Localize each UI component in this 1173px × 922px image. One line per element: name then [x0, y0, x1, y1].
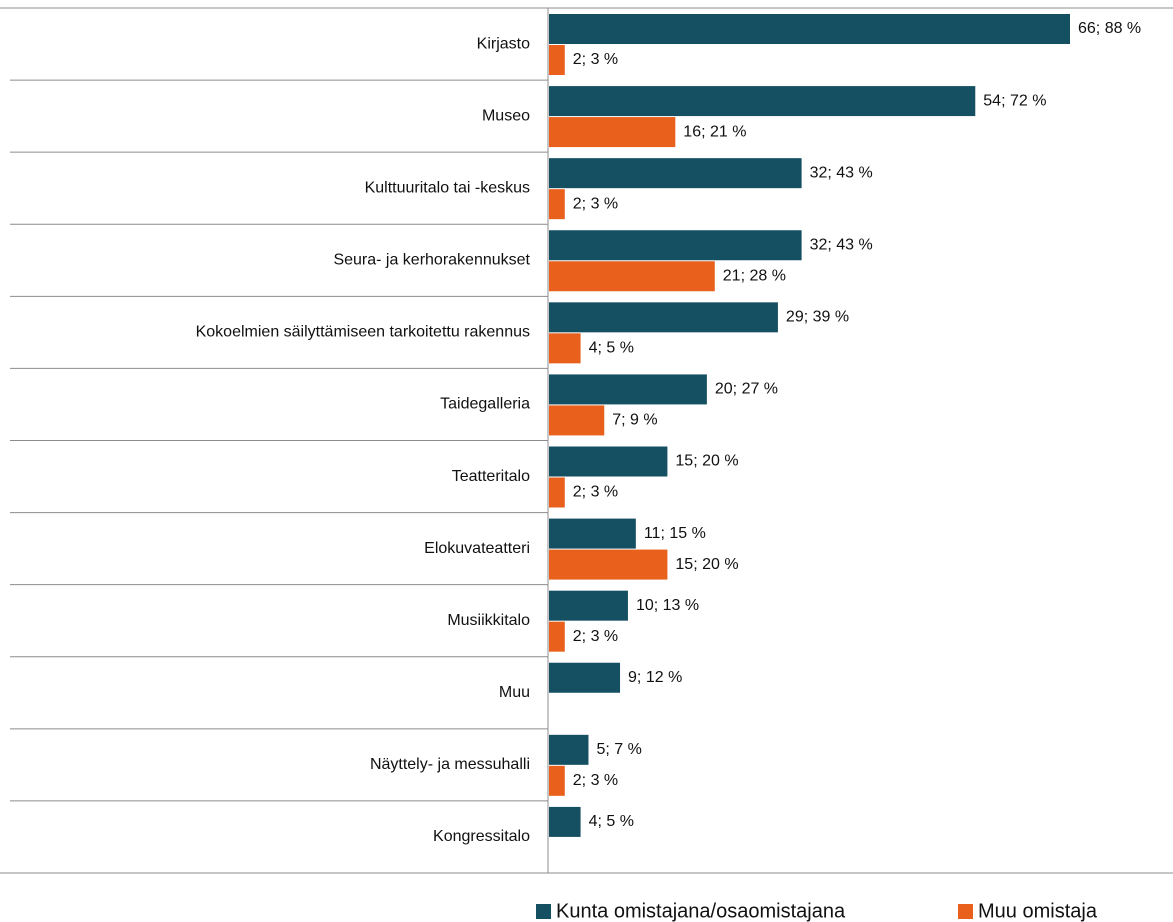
value-label: 2; 3 %	[573, 484, 618, 501]
value-label: 16; 21 %	[683, 123, 746, 140]
value-label: 10; 13 %	[636, 597, 699, 614]
bar	[549, 590, 628, 621]
category-label: Seura- ja kerhorakennukset	[333, 252, 530, 269]
category-label: Musiikkitalo	[447, 612, 530, 629]
bar	[549, 806, 581, 837]
category-label: Näyttely- ja messuhalli	[370, 756, 530, 773]
bar	[549, 333, 581, 364]
legend-label: Kunta omistajana/osaomistajana	[556, 900, 846, 922]
category-label: Taidegalleria	[440, 396, 530, 413]
bar	[549, 446, 668, 477]
value-label: 2; 3 %	[573, 51, 618, 68]
value-label: 29; 39 %	[786, 309, 849, 326]
bar	[549, 261, 715, 292]
value-label: 15; 20 %	[675, 453, 738, 470]
category-label: Muu	[499, 684, 530, 701]
value-label: 2; 3 %	[573, 628, 618, 645]
bar	[549, 230, 802, 261]
category-label: Museo	[482, 107, 530, 124]
value-label: 66; 88 %	[1078, 20, 1141, 37]
value-label: 5; 7 %	[596, 741, 641, 758]
category-label: Kirjasto	[477, 35, 530, 52]
bar	[549, 477, 565, 508]
value-label: 32; 43 %	[810, 236, 873, 253]
value-label: 11; 15 %	[644, 525, 706, 542]
category-label: Kokoelmien säilyttämiseen tarkoitettu ra…	[196, 324, 530, 341]
category-label: Kulttuuritalo tai -keskus	[365, 179, 530, 196]
value-label: 32; 43 %	[810, 164, 873, 181]
value-label: 2; 3 %	[573, 195, 618, 212]
value-label: 21; 28 %	[723, 267, 786, 284]
bar	[549, 14, 1070, 44]
value-label: 2; 3 %	[573, 772, 618, 789]
value-label: 7; 9 %	[612, 412, 657, 429]
bar	[549, 189, 565, 220]
bar	[549, 158, 802, 189]
value-label: 9; 12 %	[628, 669, 682, 686]
legend-label: Muu omistaja	[978, 900, 1098, 922]
bar	[549, 765, 565, 796]
bar	[549, 734, 589, 765]
bar	[549, 45, 565, 75]
value-label: 4; 5 %	[589, 340, 634, 357]
legend-swatch	[536, 904, 551, 919]
bar	[549, 621, 565, 652]
category-label: Teatteritalo	[452, 468, 530, 485]
bar	[549, 374, 707, 405]
bar	[549, 405, 605, 436]
category-label: Kongressitalo	[433, 828, 530, 845]
bar	[549, 117, 676, 148]
category-label: Elokuvateatteri	[424, 540, 530, 557]
value-label: 54; 72 %	[983, 92, 1046, 109]
bar	[549, 86, 976, 117]
bar	[549, 549, 668, 580]
value-label: 4; 5 %	[589, 813, 634, 830]
legend-swatch	[958, 904, 973, 919]
value-label: 20; 27 %	[715, 381, 778, 398]
bar	[549, 302, 778, 333]
bar	[549, 518, 636, 549]
bar	[549, 662, 621, 693]
value-label: 15; 20 %	[675, 556, 738, 573]
